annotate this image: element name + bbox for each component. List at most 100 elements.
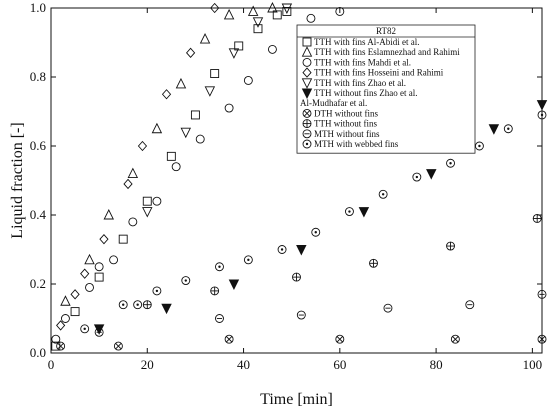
- data-point: [503, 124, 513, 134]
- y-tick-label: 0.4: [30, 207, 47, 222]
- data-point: [84, 253, 95, 265]
- data-point: [224, 334, 234, 344]
- data-point: [277, 245, 287, 254]
- data-point: [253, 24, 263, 34]
- y-tick-label: 0.2: [30, 276, 46, 291]
- data-point: [171, 162, 181, 172]
- legend-marker: [301, 88, 313, 100]
- data-point: [272, 10, 282, 20]
- data-marks: [51, 1, 548, 351]
- data-point: [228, 279, 240, 291]
- data-point: [70, 307, 80, 317]
- data-point: [532, 213, 542, 223]
- data-point: [306, 13, 316, 23]
- legend-entry-label: TTH without fins Zhao et al.: [314, 88, 417, 98]
- data-point: [175, 77, 187, 89]
- data-point: [228, 48, 240, 59]
- legend-entry-label: DTH without fins: [314, 108, 378, 118]
- data-point: [51, 334, 61, 344]
- y-tick-label: 0.6: [30, 138, 47, 153]
- data-point: [335, 6, 345, 16]
- data-point: [180, 127, 192, 139]
- data-point: [142, 196, 152, 206]
- legend: RT82 Al-Mudhafar et al. TTH with fins Al…: [296, 24, 476, 154]
- data-point: [234, 41, 244, 51]
- legend-marker: [302, 57, 312, 67]
- legend-entry-label: MTH with webbed fins: [314, 139, 399, 149]
- data-point: [152, 196, 162, 206]
- data-point: [185, 47, 196, 59]
- data-point: [369, 258, 378, 268]
- data-point: [199, 33, 211, 44]
- data-point: [80, 324, 90, 334]
- series-square: [51, 6, 292, 351]
- data-point: [378, 189, 388, 199]
- data-point: [152, 286, 162, 296]
- legend-marker: [302, 129, 312, 139]
- data-point: [282, 6, 292, 16]
- data-point: [151, 122, 163, 134]
- x-tick-label: 100: [523, 357, 543, 372]
- plot-area: [50, 7, 543, 354]
- data-point: [465, 300, 475, 310]
- data-point: [85, 283, 94, 292]
- legend-marker: [302, 67, 312, 78]
- series-circle-x: [56, 334, 547, 351]
- y-tick-label: 1.0: [30, 0, 46, 15]
- data-point: [94, 327, 104, 337]
- data-point: [56, 341, 66, 351]
- series-circle-dot: [80, 110, 547, 334]
- data-point: [243, 255, 253, 265]
- data-point: [161, 89, 172, 100]
- axis-ticks: 0 20 40 60 80 100 0.0 0.2 0.4 0.6 0.8 1.0: [30, 0, 542, 372]
- legend-marker: [302, 108, 312, 118]
- data-point: [118, 234, 128, 244]
- data-point: [204, 86, 216, 97]
- data-point: [118, 300, 128, 310]
- data-point: [474, 141, 484, 151]
- x-tick-label: 20: [141, 357, 154, 372]
- x-tick-label: 60: [333, 357, 346, 372]
- x-tick-label: 0: [48, 357, 55, 372]
- legend-title: RT82: [376, 26, 396, 36]
- data-point: [210, 69, 220, 79]
- x-tick-label: 40: [237, 357, 250, 372]
- data-point: [195, 134, 205, 144]
- y-axis-title: Liquid fraction [-]: [9, 122, 26, 238]
- legend-box: [296, 24, 476, 154]
- data-point: [296, 245, 307, 256]
- data-point: [109, 255, 119, 265]
- legend-marker: [302, 139, 312, 149]
- legend-entry-label: TTH with fins Al-Abidi et al.: [314, 37, 420, 47]
- data-point: [94, 262, 104, 272]
- data-point: [311, 227, 321, 237]
- data-point: [446, 158, 455, 168]
- legend-marker: [302, 119, 312, 129]
- series-triangle-down: [142, 3, 293, 218]
- legend-subheading: Al-Mudhafar et al.: [300, 98, 367, 108]
- data-point: [210, 2, 220, 14]
- data-point: [133, 300, 143, 310]
- data-point: [296, 310, 306, 320]
- data-point: [123, 178, 133, 190]
- data-point: [536, 100, 548, 111]
- data-point: [223, 8, 235, 20]
- data-point: [267, 44, 277, 54]
- data-point: [210, 286, 220, 296]
- data-point: [190, 110, 200, 120]
- data-point: [70, 289, 80, 300]
- data-point: [224, 103, 234, 113]
- data-point: [488, 124, 500, 135]
- data-point: [161, 303, 172, 315]
- legend-entry-label: TTH with fins Zhao et al.: [314, 78, 406, 88]
- data-point: [450, 334, 460, 344]
- data-point: [358, 207, 370, 218]
- data-point: [252, 17, 264, 28]
- data-point: [80, 268, 90, 279]
- legend-marker: [301, 46, 313, 57]
- data-point: [127, 167, 139, 179]
- legend-entry-label: TTH with fins Eslamnezhad and Rahimi: [314, 47, 460, 57]
- series-circle-minus: [94, 289, 547, 337]
- legend-entry-label: TTH with fins Mahdi et al.: [314, 57, 411, 67]
